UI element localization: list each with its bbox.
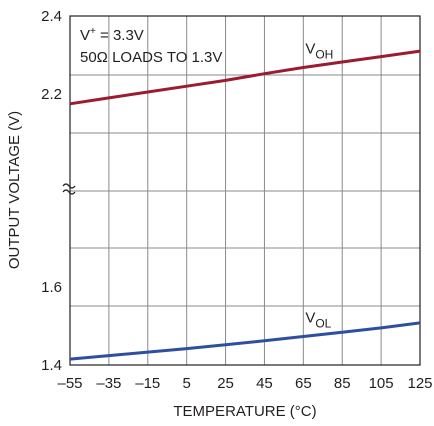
x-tick-label: 105	[369, 375, 394, 392]
series-line-oh	[69, 49, 421, 106]
axis-break-icon	[62, 183, 76, 195]
tick-labels: –55 –35 –15 5 25 45 65 85 105 125 2.2 2.4 1.4 1.6	[41, 8, 432, 392]
y-tick-label: 2.4	[41, 8, 62, 25]
x-tick-label: 85	[334, 375, 351, 392]
series-lines: VOH VOL	[69, 40, 421, 361]
series-label-oh: VOH	[305, 40, 333, 61]
y-tick-label: 2.2	[41, 86, 62, 103]
series-line-ol	[69, 321, 421, 361]
x-tick-label: 5	[182, 375, 190, 392]
annotation-loads: 50Ω LOADS TO 1.3V	[80, 49, 222, 66]
grid	[70, 16, 420, 365]
annotation-supply: V+ = 3.3V	[80, 26, 144, 44]
x-tick-label: –55	[57, 375, 82, 392]
y-axis-label: OUTPUT VOLTAGE (V)	[6, 111, 23, 269]
x-tick-label: –15	[135, 375, 160, 392]
x-tick-label: 125	[407, 375, 432, 392]
x-axis-label: TEMPERATURE (°C)	[173, 403, 316, 420]
plot-frame	[69, 15, 421, 366]
x-tick-label: 65	[295, 375, 312, 392]
x-tick-label: –35	[96, 375, 121, 392]
annotations: V+ = 3.3V 50Ω LOADS TO 1.3V	[80, 26, 222, 66]
series-label-ol: VOL	[305, 310, 331, 331]
y-tick-label: 1.6	[41, 279, 62, 296]
x-tick-label: 25	[217, 375, 234, 392]
y-tick-label: 1.4	[41, 357, 62, 374]
x-tick-label: 45	[256, 375, 273, 392]
